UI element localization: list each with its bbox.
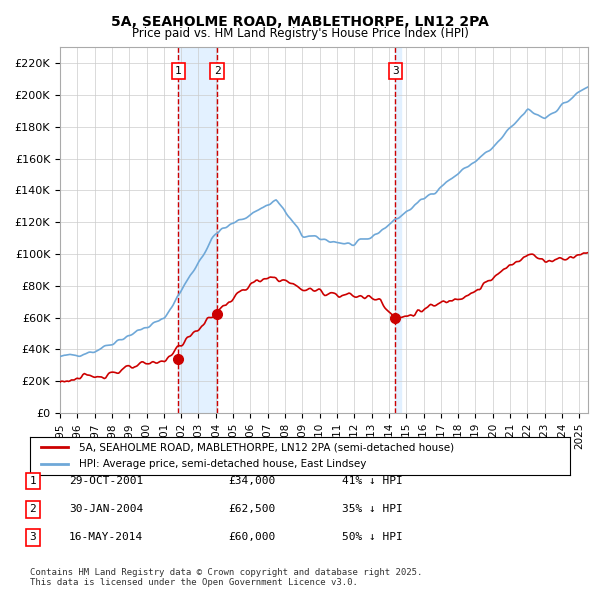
Text: £34,000: £34,000	[228, 476, 275, 486]
Text: 1: 1	[175, 66, 182, 76]
Text: 1: 1	[29, 476, 37, 486]
Text: HPI: Average price, semi-detached house, East Lindsey: HPI: Average price, semi-detached house,…	[79, 459, 366, 469]
Text: 50% ↓ HPI: 50% ↓ HPI	[342, 533, 403, 542]
Text: 16-MAY-2014: 16-MAY-2014	[69, 533, 143, 542]
Text: 3: 3	[392, 66, 398, 76]
Text: 35% ↓ HPI: 35% ↓ HPI	[342, 504, 403, 514]
Text: 29-OCT-2001: 29-OCT-2001	[69, 476, 143, 486]
Text: 2: 2	[29, 504, 37, 514]
Bar	[178, 47, 217, 413]
Text: 5A, SEAHOLME ROAD, MABLETHORPE, LN12 2PA (semi-detached house): 5A, SEAHOLME ROAD, MABLETHORPE, LN12 2PA…	[79, 442, 454, 453]
Text: £60,000: £60,000	[228, 533, 275, 542]
Text: 5A, SEAHOLME ROAD, MABLETHORPE, LN12 2PA: 5A, SEAHOLME ROAD, MABLETHORPE, LN12 2PA	[111, 15, 489, 29]
Text: 2: 2	[214, 66, 221, 76]
Bar	[395, 47, 401, 413]
Text: £62,500: £62,500	[228, 504, 275, 514]
Text: 30-JAN-2004: 30-JAN-2004	[69, 504, 143, 514]
Text: Contains HM Land Registry data © Crown copyright and database right 2025.
This d: Contains HM Land Registry data © Crown c…	[30, 568, 422, 587]
Text: Price paid vs. HM Land Registry's House Price Index (HPI): Price paid vs. HM Land Registry's House …	[131, 27, 469, 40]
Text: 41% ↓ HPI: 41% ↓ HPI	[342, 476, 403, 486]
Text: 3: 3	[29, 533, 37, 542]
